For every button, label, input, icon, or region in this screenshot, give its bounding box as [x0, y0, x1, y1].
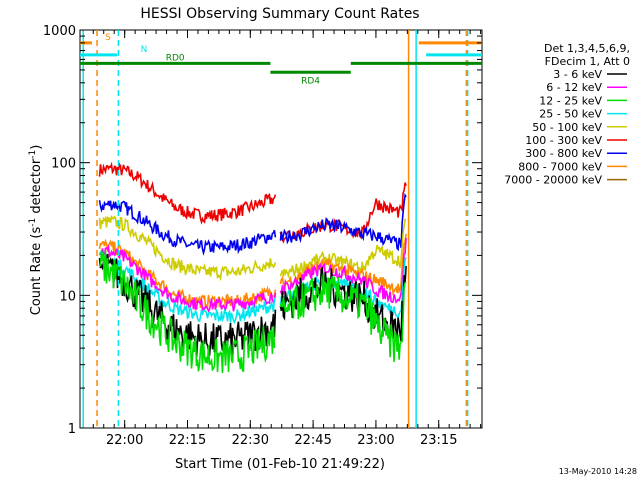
legend-label-1: 6 - 12 keV	[546, 81, 602, 94]
flag-label-2: RD0	[166, 53, 185, 63]
legend: Det 1,3,4,5,6,9, FDecim 1, Att 0 3 - 6 k…	[504, 42, 630, 187]
flag-label-1: N	[141, 45, 148, 55]
y-axis-label-main: Count Rate (s	[29, 227, 44, 316]
y-axis-label-sup2: -1	[28, 150, 38, 159]
series-line-4	[98, 244, 277, 313]
series-line-0	[98, 161, 277, 225]
y-tick-label-3: 1000	[43, 24, 76, 39]
series-line-flare-7	[279, 273, 407, 362]
plot-frame	[79, 29, 483, 429]
y-axis-label: Count Rate (s-1 detector-1)	[28, 145, 44, 316]
x-tick-label-3: 22:45	[294, 433, 331, 448]
series-line-5	[98, 251, 276, 325]
legend-label-3: 25 - 50 keV	[539, 108, 602, 121]
timestamp: 13-May-2010 14:28	[559, 467, 637, 476]
x-tick-label-1: 22:15	[169, 433, 206, 448]
legend-label-0: 3 - 6 keV	[553, 68, 602, 81]
y-axis-label-end: )	[29, 145, 44, 150]
legend-label-7: 800 - 7000 keV	[518, 160, 602, 173]
legend-label-8: 7000 - 20000 keV	[504, 174, 602, 187]
series-line-flare-2	[279, 218, 407, 279]
legend-label-4: 50 - 100 keV	[532, 121, 602, 134]
y-axis-label-sup: -1	[28, 218, 38, 227]
chart-title: HESSI Observing Summary Count Rates	[140, 6, 419, 22]
y-tick-label-2: 100	[51, 157, 76, 172]
series-line-flare-0	[279, 182, 407, 244]
legend-label-2: 12 - 25 keV	[539, 94, 602, 107]
plot-area: S N RD0 RD4	[79, 29, 483, 429]
legend-label-5: 100 - 300 keV	[525, 134, 602, 147]
flag-label-3: RD4	[301, 76, 320, 86]
series-line-flare-1	[279, 192, 407, 252]
legend-label-6: 300 - 800 keV	[525, 147, 602, 160]
x-tick-label-2: 22:30	[232, 433, 269, 448]
legend-header-2: FDecim 1, Att 0	[545, 55, 630, 68]
y-tick-label-1: 10	[59, 289, 76, 304]
y-axis-label-mid: detector	[29, 158, 44, 218]
series-line-2	[98, 214, 277, 282]
series-line-3	[98, 238, 277, 311]
axis-ticks: 22:00 22:15 22:30 22:45 23:00 23:15 1 10 100 1000	[43, 24, 482, 448]
series-line-1	[98, 200, 277, 256]
y-tick-label-0: 1	[68, 422, 76, 437]
flag-label-0: S	[105, 33, 111, 43]
x-tick-label-0: 22:00	[106, 433, 143, 448]
x-tick-label-4: 23:00	[357, 433, 394, 448]
legend-header-1: Det 1,3,4,5,6,9,	[544, 42, 630, 55]
series-line-7	[98, 250, 276, 374]
x-axis-label: Start Time (01-Feb-10 21:49:22)	[175, 457, 385, 472]
x-tick-label-5: 23:15	[420, 433, 457, 448]
